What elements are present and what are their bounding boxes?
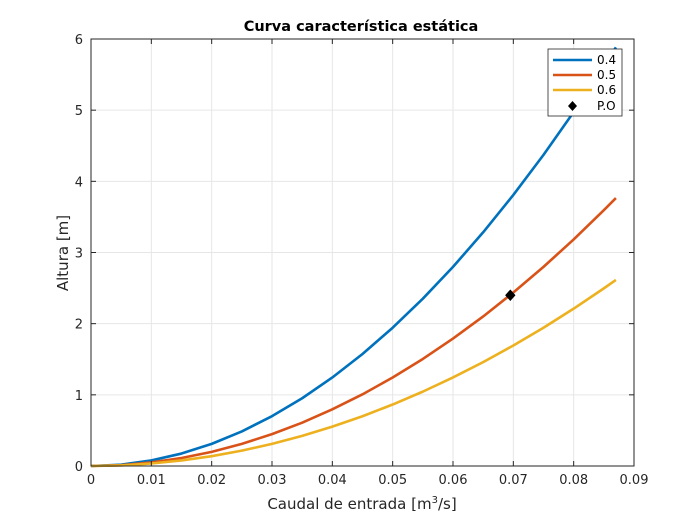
y-tick-label: 3 [75,247,83,262]
x-tick-label: 0.05 [378,473,407,488]
chart-title: Curva característica estática [244,19,479,35]
x-tick-label: 0 [87,473,95,488]
x-tick-label: 0.04 [318,473,347,488]
legend-swatch-operating-point [568,101,577,111]
grid [91,39,634,466]
y-axis-title: Altura [m] [54,215,72,291]
x-tick-label: 0.08 [559,473,588,488]
x-tick-label: 0.01 [137,473,166,488]
x-axis-title-main: Caudal de entrada [m [267,495,431,513]
series-line-0.6 [90,278,617,468]
y-tick-label: 4 [75,175,83,190]
axes [90,38,635,467]
legend-label-0.6: 0.6 [597,83,616,97]
series-lines [90,46,617,468]
x-tick-labels: 0 0.01 0.02 0.03 0.04 0.05 0.06 0.07 0.08 0.09 [87,473,649,488]
x-axis-title-tail: /s] [438,495,457,513]
x-axis-title-superscript: 3 [432,495,438,506]
x-tick-label: 0.07 [499,473,528,488]
legend-label-operating-point: P.O [597,99,616,113]
x-tick-label: 0.02 [197,473,226,488]
y-tick-labels: 0 1 2 3 4 5 6 [75,33,83,475]
legend-label-0.5: 0.5 [597,68,616,82]
legend-label-0.4: 0.4 [597,53,616,67]
series-line-0.4 [90,46,617,468]
y-tick-label: 1 [75,389,83,404]
y-tick-label: 6 [75,33,83,48]
series-line-0.5 [90,197,617,468]
y-tick-label: 5 [75,104,83,119]
operating-point-marker [505,289,516,301]
x-tick-label: 0.06 [439,473,468,488]
legend: 0.40.50.6 P.O [547,48,623,117]
y-tick-label: 0 [75,460,83,475]
y-tick-label: 2 [75,318,83,333]
x-axis-title: Caudal de entrada [m3/s] [267,495,456,513]
x-tick-label: 0.09 [620,473,649,488]
x-tick-label: 0.03 [258,473,287,488]
